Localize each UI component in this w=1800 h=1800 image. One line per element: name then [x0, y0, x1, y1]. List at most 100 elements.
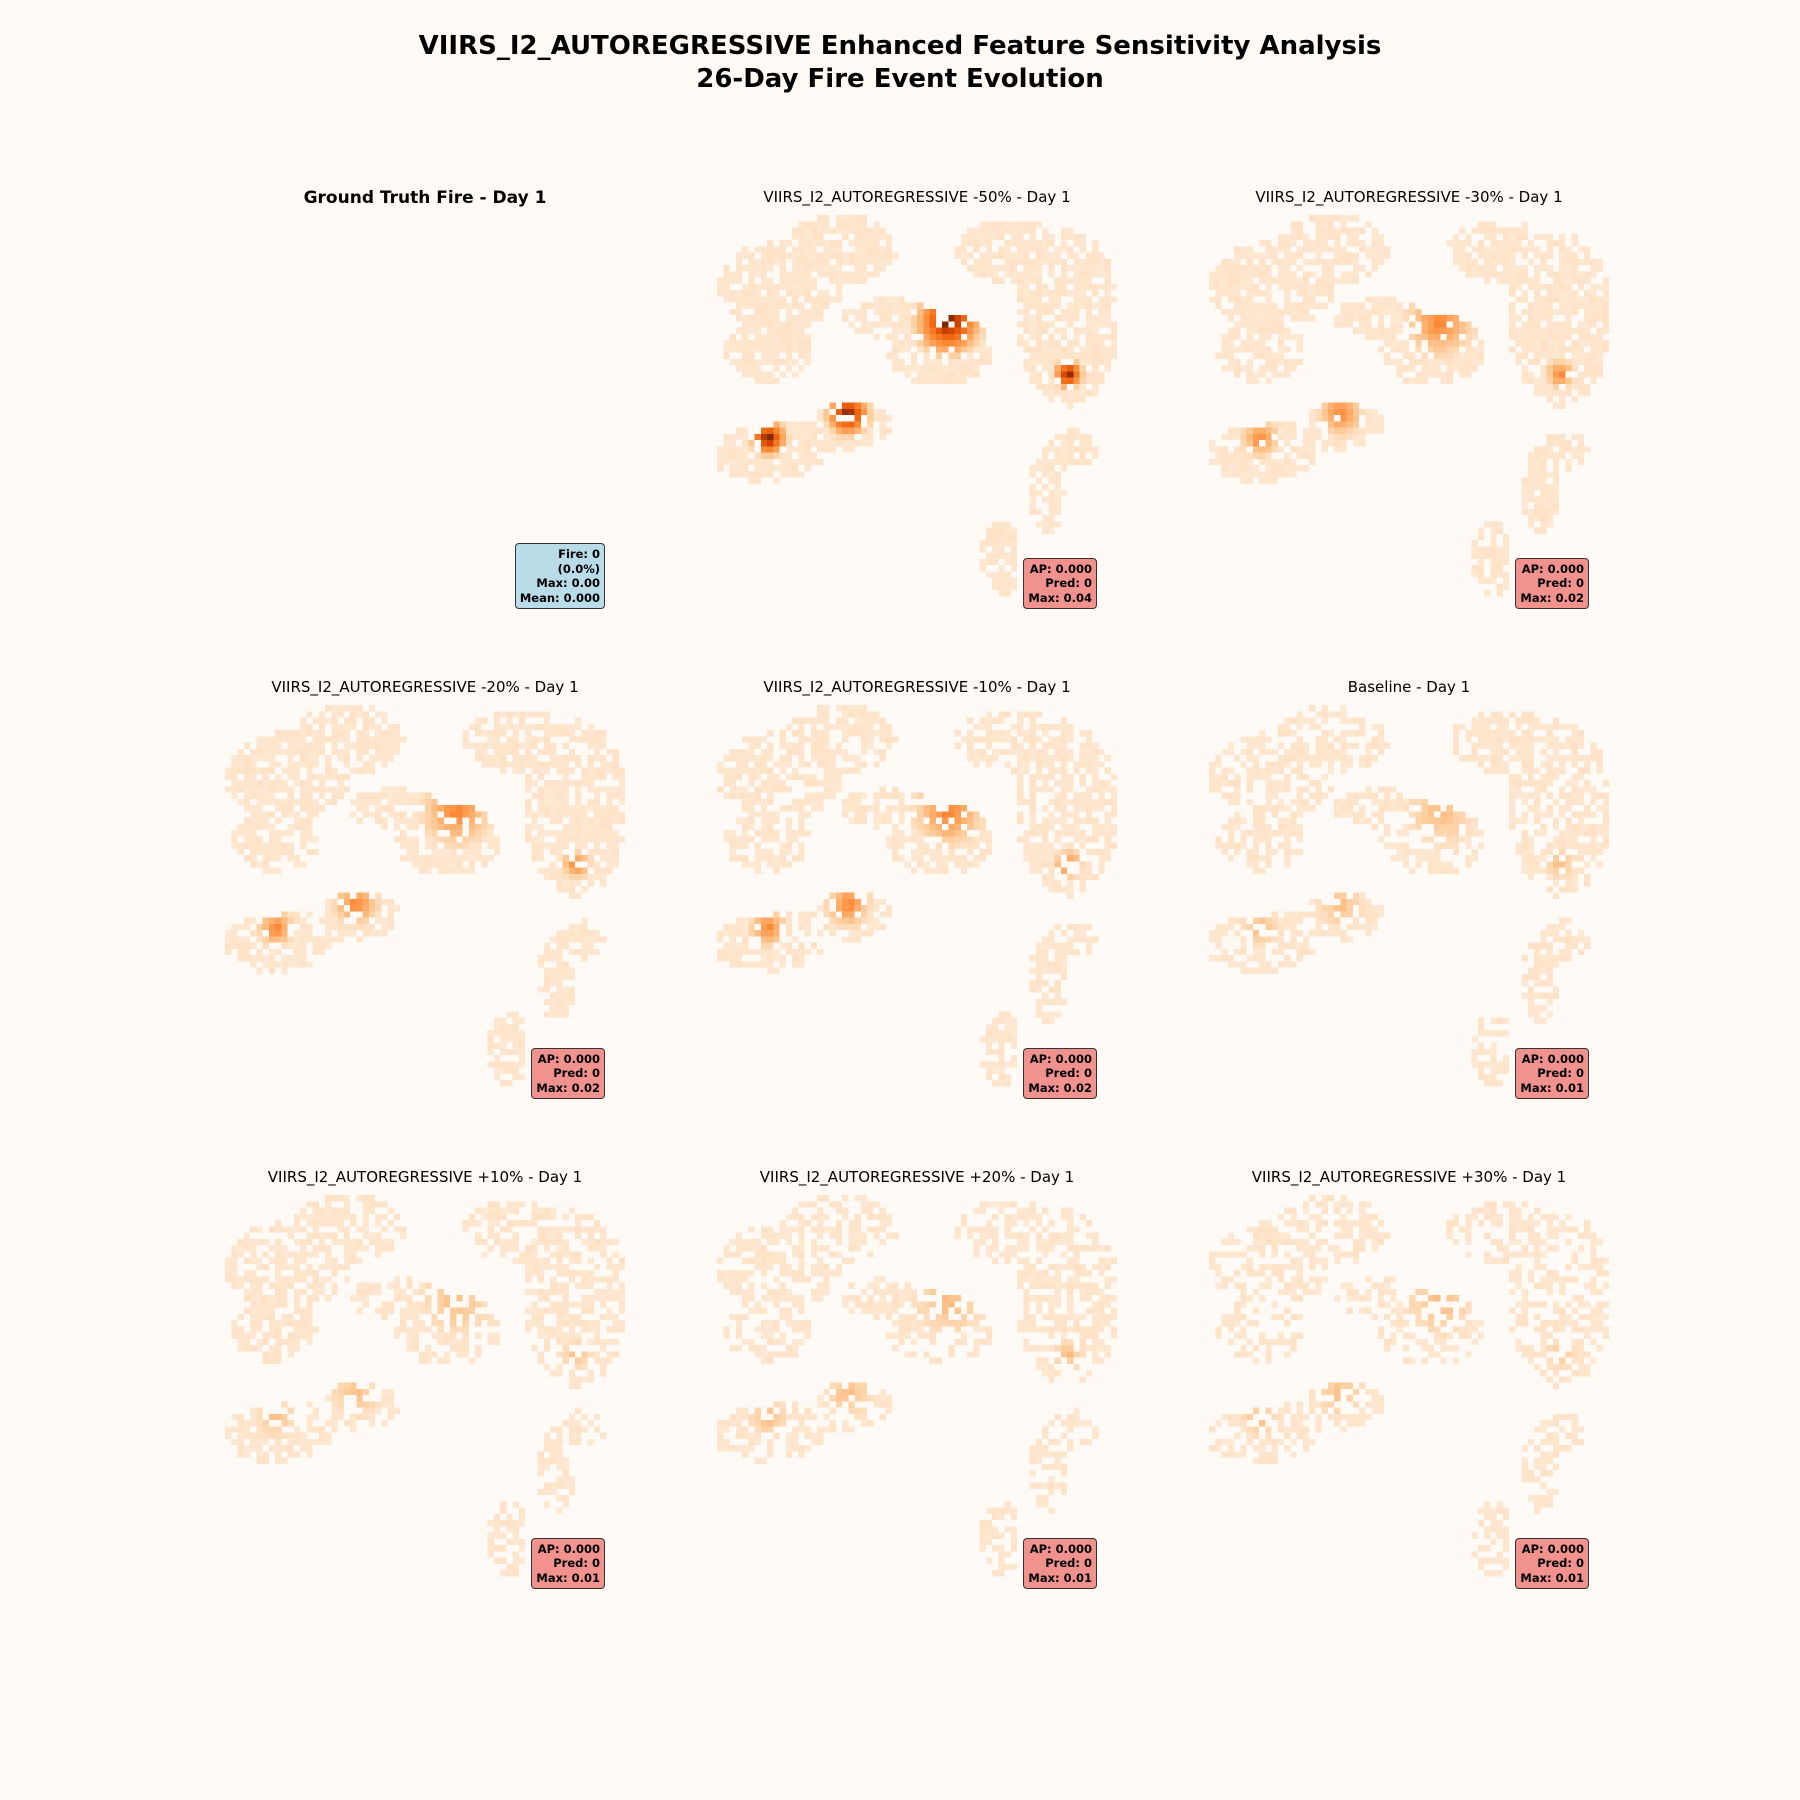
heat-cell — [1577, 458, 1585, 466]
heat-cell — [817, 427, 824, 434]
heat-cell — [1246, 767, 1253, 774]
heat-cell — [1209, 440, 1216, 447]
stats-line: AP: 0.000 — [1029, 1051, 1092, 1066]
heat-cell — [1234, 471, 1241, 478]
heat-cell — [1421, 371, 1428, 378]
heat-cell — [343, 748, 351, 756]
heat-cell — [904, 302, 911, 309]
heat-cell — [1054, 742, 1061, 749]
heat-cell — [262, 842, 269, 849]
heat-cell — [729, 271, 736, 278]
heat-cell — [1546, 333, 1553, 341]
heat-cell — [998, 265, 1005, 272]
heat-cell — [606, 798, 613, 806]
heat-cell — [767, 246, 774, 253]
heat-cell — [1240, 252, 1247, 259]
heat-cell — [531, 855, 538, 862]
heat-cell — [1060, 886, 1068, 893]
heat-cell — [331, 923, 338, 931]
heat-cell — [275, 773, 282, 781]
heat-cell — [1477, 221, 1485, 228]
heat-cell — [992, 1017, 999, 1024]
heat-cell — [817, 798, 824, 806]
heat-cell — [823, 296, 830, 303]
heat-cell — [998, 1073, 1005, 1081]
heat-cell — [575, 717, 582, 724]
heat-cell — [967, 842, 974, 849]
heat-cell — [792, 805, 799, 812]
heat-cell — [562, 992, 569, 999]
heat-cell — [873, 792, 880, 799]
heat-cell — [468, 855, 476, 862]
heat-cell — [612, 767, 619, 774]
heat-cell — [1017, 252, 1024, 259]
heat-cell — [1054, 798, 1061, 806]
heat-cell — [531, 811, 538, 818]
heat-cell — [1309, 283, 1316, 291]
heat-cell — [287, 855, 294, 862]
heat-cell — [1029, 327, 1036, 334]
heat-cell — [1440, 358, 1447, 366]
heat-cell — [475, 836, 482, 843]
heat-cell — [1265, 290, 1272, 297]
heat-cell — [998, 730, 1005, 737]
heat-cell — [1409, 333, 1416, 341]
heat-cell — [306, 748, 313, 756]
heat-cell — [1035, 333, 1043, 341]
heat-cell — [1284, 440, 1291, 447]
heat-cell — [1315, 252, 1322, 259]
heat-cell — [1477, 340, 1485, 347]
heat-cell — [773, 433, 780, 441]
heat-cell — [593, 736, 601, 743]
heat-cell — [873, 748, 880, 756]
heat-cell — [1384, 333, 1391, 341]
heat-cell — [325, 898, 332, 906]
heat-cell — [823, 271, 830, 278]
heat-cell — [829, 265, 836, 272]
heat-cell — [362, 748, 369, 756]
heat-cell — [543, 998, 551, 1006]
heat-cell — [779, 471, 786, 478]
heat-cell — [562, 880, 569, 887]
heat-cell — [1459, 365, 1466, 372]
heat-cell — [773, 861, 780, 868]
heat-cell — [400, 786, 407, 793]
heat-cell — [550, 755, 557, 762]
heat-cell — [854, 427, 861, 434]
heat-cell — [231, 842, 238, 849]
heat-cell — [1085, 767, 1093, 774]
heat-cell — [1029, 848, 1036, 856]
heat-cell — [842, 315, 849, 322]
heat-cell — [1496, 723, 1503, 731]
heat-cell — [835, 433, 843, 441]
heat-cell — [1340, 252, 1347, 259]
heat-cell — [1023, 748, 1030, 756]
heat-cell — [412, 861, 419, 868]
heat-cell — [1377, 346, 1385, 353]
heat-cell — [537, 823, 544, 831]
heat-cell — [387, 805, 394, 812]
heat-cell — [960, 327, 968, 334]
heat-cell — [1559, 767, 1566, 774]
heat-cell — [1054, 296, 1061, 303]
heat-cell — [331, 730, 338, 737]
heat-cell — [1565, 465, 1572, 472]
heat-cell — [250, 930, 257, 937]
heat-cell — [618, 836, 625, 843]
heat-cell — [1452, 327, 1460, 334]
heat-cell — [1035, 302, 1043, 309]
heat-cell — [792, 773, 799, 781]
heat-cell — [954, 830, 961, 837]
heat-cell — [537, 855, 544, 862]
heat-cell — [556, 886, 563, 893]
heat-cell — [1004, 1011, 1011, 1018]
heat-cell — [785, 836, 793, 843]
heat-cell — [767, 755, 774, 762]
heat-cell — [343, 786, 351, 793]
heat-cell — [804, 252, 811, 259]
heat-cell — [1509, 711, 1516, 718]
heat-cell — [1079, 390, 1086, 397]
heat-cell — [262, 817, 269, 824]
heat-cell — [562, 811, 569, 818]
heat-cell — [587, 848, 594, 856]
